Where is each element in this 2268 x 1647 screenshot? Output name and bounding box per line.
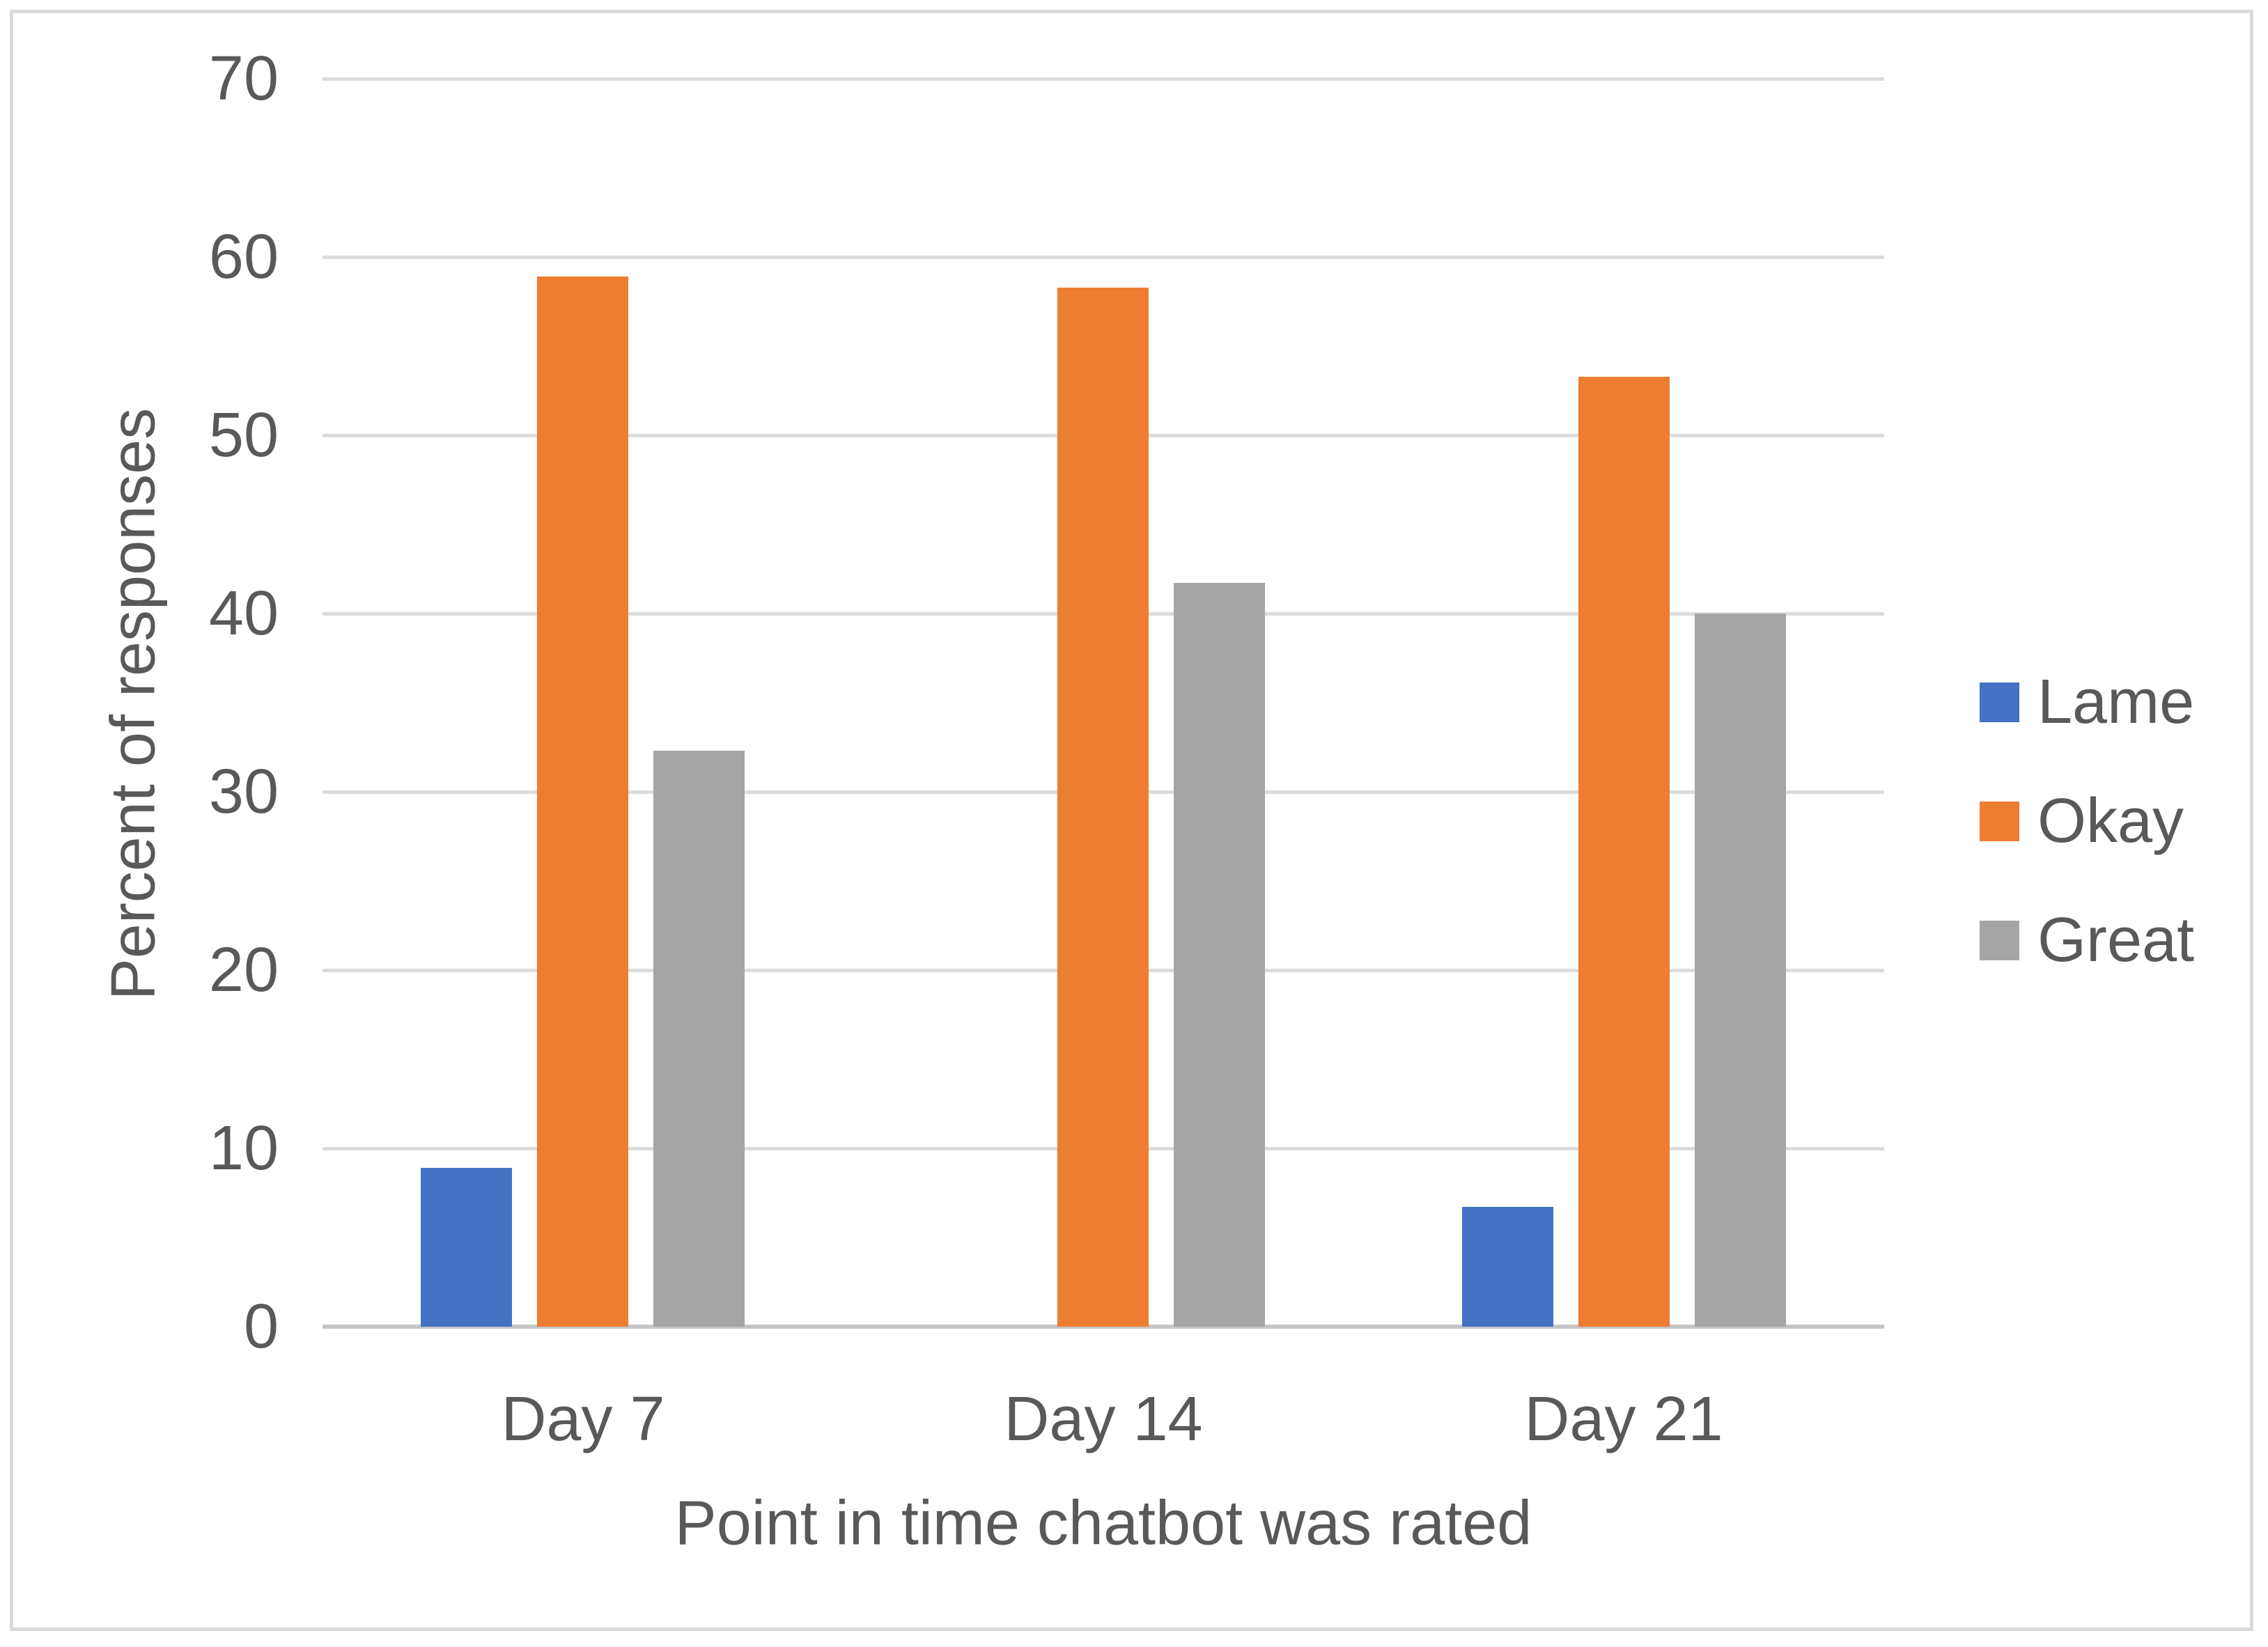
x-tick-label-day-14: Day 14 (1004, 1384, 1203, 1454)
bar-great-day-14 (1174, 583, 1265, 1327)
y-tick-label-40: 40 (208, 579, 279, 648)
chart-outer-border (10, 10, 2253, 1631)
y-tick-label-60: 60 (208, 222, 279, 292)
x-axis-line (323, 1325, 1884, 1329)
y-tick-label-70: 70 (208, 44, 279, 114)
bar-lame-day-21 (1462, 1207, 1553, 1327)
x-axis-title: Point in time chatbot was rated (674, 1488, 1532, 1559)
y-axis-title: Percent of responses (98, 407, 169, 1001)
x-tick-label-day-21: Day 21 (1524, 1384, 1723, 1454)
legend-swatch-lame-icon (1980, 682, 2019, 722)
legend-item-okay: Okay (1980, 783, 2184, 859)
legend-item-great: Great (1980, 902, 2194, 978)
x-tick-label-day-7: Day 7 (501, 1384, 665, 1454)
legend-label-great: Great (2037, 905, 2195, 975)
gridline-60 (323, 256, 1884, 259)
bar-great-day-7 (653, 751, 745, 1327)
legend-label-lame: Lame (2037, 667, 2195, 737)
legend-swatch-okay-icon (1980, 801, 2019, 841)
y-tick-label-0: 0 (243, 1292, 279, 1361)
bar-great-day-21 (1695, 614, 1786, 1327)
bar-okay-day-14 (1057, 288, 1149, 1327)
y-tick-label-50: 50 (208, 400, 279, 470)
bar-okay-day-21 (1578, 377, 1670, 1327)
gridline-70 (323, 77, 1884, 81)
bar-okay-day-7 (537, 276, 628, 1327)
y-tick-label-30: 30 (208, 757, 279, 827)
y-tick-label-20: 20 (208, 935, 279, 1005)
legend-label-okay: Okay (2037, 786, 2184, 856)
bar-lame-day-7 (421, 1168, 512, 1327)
legend-swatch-great-icon (1980, 920, 2019, 960)
y-tick-label-10: 10 (208, 1114, 279, 1183)
legend-item-lame: Lame (1980, 664, 2194, 740)
